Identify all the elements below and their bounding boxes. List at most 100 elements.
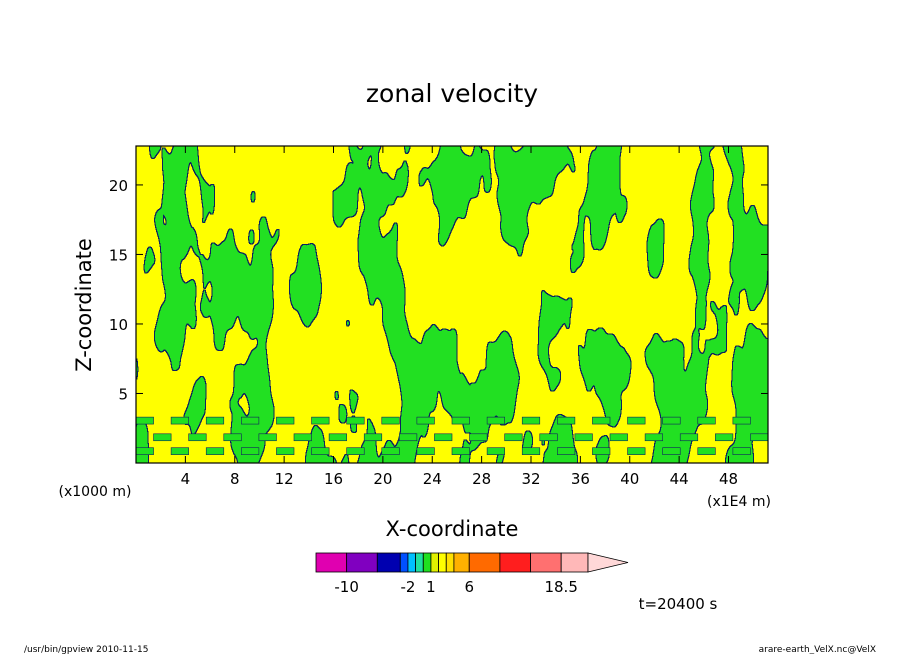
colorbar-bin bbox=[453, 552, 470, 573]
colorbar-bin bbox=[430, 552, 439, 573]
chart-title: zonal velocity bbox=[366, 79, 538, 108]
x-tick-label: 28 bbox=[472, 470, 491, 488]
x-tick-label: 48 bbox=[719, 470, 738, 488]
low-band-cell bbox=[416, 447, 435, 455]
plot-area bbox=[136, 146, 768, 463]
colorbar-bin bbox=[376, 552, 401, 573]
low-band-cell bbox=[574, 433, 593, 442]
low-band-cell bbox=[241, 447, 260, 455]
low-band-cell bbox=[136, 416, 154, 425]
y-axis: 5 10 15 20 bbox=[109, 177, 768, 403]
low-band-cell bbox=[521, 416, 541, 425]
footer-left: /usr/bin/gpview 2010-11-15 bbox=[24, 645, 148, 654]
low-band-cell bbox=[662, 447, 681, 455]
x-tick-label: 44 bbox=[670, 470, 689, 488]
low-band-cell bbox=[486, 416, 505, 425]
low-band-cell bbox=[241, 416, 260, 425]
low-band-cell bbox=[644, 433, 663, 442]
colorbar-label: -2 bbox=[400, 578, 415, 596]
footer-right: arare-earth_VelX.nc@VelX bbox=[759, 645, 876, 654]
colorbar-bin bbox=[315, 552, 348, 573]
colorbar-label: 18.5 bbox=[544, 578, 577, 596]
low-band-cell bbox=[679, 433, 699, 442]
x-unit-right-label: (x1E4 m) bbox=[707, 494, 771, 510]
low-band-cell bbox=[188, 433, 207, 442]
low-band-cell bbox=[504, 433, 523, 442]
low-band-cell bbox=[205, 447, 225, 455]
low-band-cell bbox=[363, 433, 383, 442]
low-band-cell bbox=[136, 447, 154, 455]
low-band-cell bbox=[592, 447, 611, 455]
x-tick-label: 4 bbox=[181, 470, 191, 488]
low-band-cell bbox=[557, 416, 576, 425]
low-band-cell bbox=[521, 447, 541, 455]
low-band-cell bbox=[258, 433, 277, 442]
low-band-cell bbox=[223, 433, 242, 442]
low-band-cell bbox=[399, 433, 418, 442]
colorbar-bin bbox=[399, 552, 409, 573]
low-band-cell bbox=[557, 447, 576, 455]
low-band-cell bbox=[750, 433, 768, 442]
x-axis: 4 8 12 16 20 24 28 32 36 40 44 48 bbox=[181, 146, 738, 488]
colorbar-bin bbox=[445, 552, 455, 573]
x-tick-label: 20 bbox=[373, 470, 392, 488]
low-band-cell bbox=[153, 433, 172, 442]
low-band-cell bbox=[276, 416, 295, 425]
x-tick-label: 16 bbox=[324, 470, 343, 488]
plot-frame bbox=[135, 145, 769, 464]
low-band-cell bbox=[486, 447, 505, 455]
x-tick-label: 36 bbox=[571, 470, 590, 488]
field-contours bbox=[136, 146, 768, 463]
colorbar-label: -10 bbox=[334, 578, 359, 596]
y-axis-label: Z-coordinate bbox=[72, 238, 96, 372]
colorbar-label: 6 bbox=[464, 578, 474, 596]
lower-layer-bands bbox=[136, 416, 768, 455]
y-tick-label: 5 bbox=[118, 385, 128, 403]
low-band-cell bbox=[205, 416, 225, 425]
low-band-cell bbox=[469, 433, 488, 442]
low-band-cell bbox=[627, 447, 646, 455]
colorbar-bin bbox=[346, 552, 378, 573]
colorbar bbox=[315, 552, 629, 573]
low-band-cell bbox=[697, 447, 716, 455]
low-band-cell bbox=[627, 416, 646, 425]
x-tick-label: 40 bbox=[620, 470, 639, 488]
low-band-cell bbox=[381, 416, 400, 425]
low-band-cell bbox=[715, 433, 734, 442]
low-band-cell bbox=[732, 416, 751, 425]
low-band-cell bbox=[328, 433, 347, 442]
colorbar-bin bbox=[560, 552, 589, 573]
low-band-cell bbox=[276, 447, 295, 455]
x-tick-label: 8 bbox=[230, 470, 240, 488]
low-band-cell bbox=[451, 447, 470, 455]
colorbar-labels: -10 -2 1 6 18.5 bbox=[334, 578, 577, 596]
colorbar-bin bbox=[530, 552, 562, 573]
x-unit-left-label: (x1000 m) bbox=[59, 484, 132, 500]
colorbar-bin bbox=[468, 552, 501, 573]
x-axis-label: X-coordinate bbox=[386, 517, 519, 541]
low-band-cell bbox=[662, 416, 681, 425]
x-tick-label: 24 bbox=[423, 470, 442, 488]
low-band-cell bbox=[732, 447, 751, 455]
low-band-cell bbox=[311, 416, 330, 425]
low-band-cell bbox=[434, 433, 453, 442]
low-band-cell bbox=[346, 416, 365, 425]
low-band-cell bbox=[592, 416, 611, 425]
low-band-cell bbox=[346, 447, 365, 455]
colorbar-bin bbox=[407, 552, 417, 573]
colorbar-bin bbox=[422, 552, 432, 573]
low-band-cell bbox=[311, 447, 330, 455]
colorbar-label: 1 bbox=[426, 578, 436, 596]
low-band-cell bbox=[293, 433, 312, 442]
low-band-cell bbox=[381, 447, 400, 455]
colorbar-bin bbox=[499, 552, 531, 573]
low-band-cell bbox=[697, 416, 716, 425]
low-band-cell bbox=[539, 433, 558, 442]
y-tick-label: 15 bbox=[109, 246, 128, 264]
low-band-cell bbox=[609, 433, 628, 442]
colorbar-overflow bbox=[587, 552, 629, 573]
x-tick-label: 32 bbox=[521, 470, 540, 488]
time-label: t=20400 s bbox=[639, 595, 718, 613]
x-tick-label: 12 bbox=[275, 470, 294, 488]
